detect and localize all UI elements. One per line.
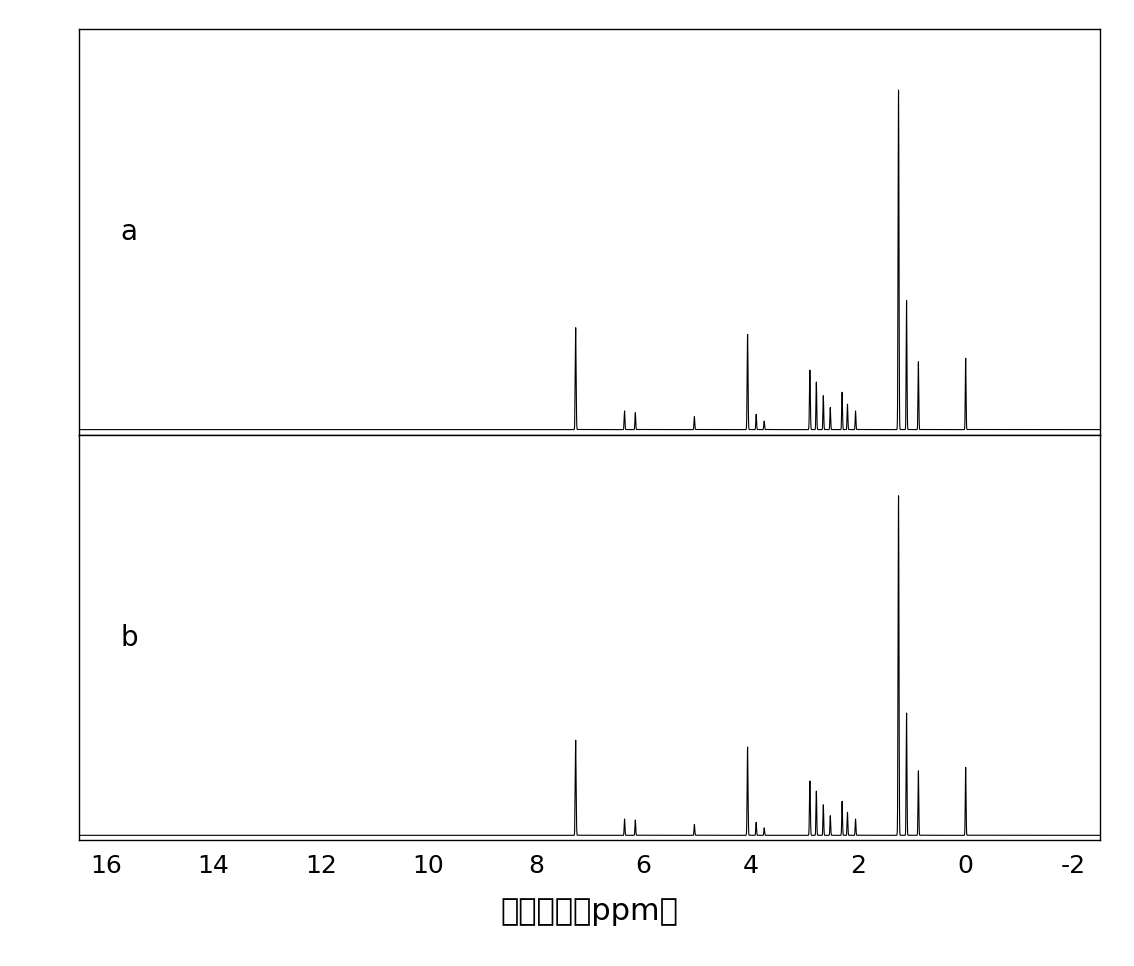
Text: b: b [120,624,138,651]
Text: a: a [120,218,137,245]
X-axis label: 化学位移（ppm）: 化学位移（ppm） [501,897,678,926]
